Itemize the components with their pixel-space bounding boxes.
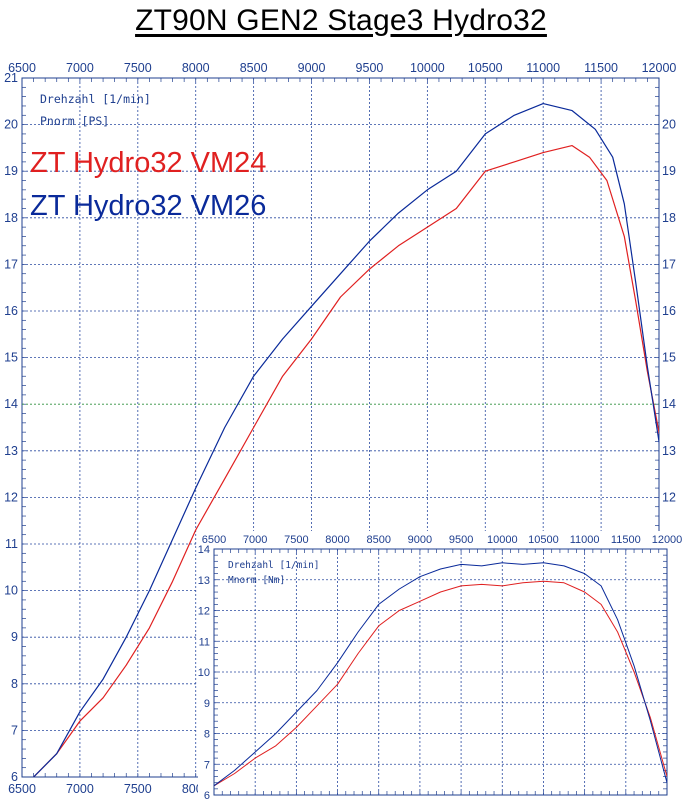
x-tick-label-top: 12000 bbox=[652, 534, 682, 546]
y-tick-label-left: 6 bbox=[204, 790, 210, 800]
series-line-vm24 bbox=[214, 580, 667, 787]
y-tick-label-right: 13 bbox=[662, 444, 676, 458]
y-tick-label-left: 17 bbox=[4, 257, 18, 271]
y-tick-label-left: 11 bbox=[5, 537, 18, 551]
legend-label-vm26: ZT Hydro32 VM26 bbox=[30, 190, 266, 222]
y-tick-label-left: 16 bbox=[4, 304, 18, 318]
y-tick-label-left: 8 bbox=[11, 677, 18, 691]
y-tick-label-left: 13 bbox=[198, 575, 210, 587]
x-tick-label-bottom: 7500 bbox=[124, 782, 152, 796]
x-tick-label-top: 11000 bbox=[570, 534, 600, 546]
x-tick-label-top: 10000 bbox=[410, 61, 445, 75]
y-tick-label-left: 8 bbox=[204, 729, 210, 741]
y-tick-label-left: 9 bbox=[11, 630, 18, 644]
y-tick-label-left: 21 bbox=[4, 71, 18, 85]
y-tick-label-left: 10 bbox=[198, 667, 210, 679]
x-tick-label-top: 8000 bbox=[182, 61, 210, 75]
x-tick-label-top: 9500 bbox=[356, 61, 384, 75]
y-tick-label-left: 15 bbox=[4, 351, 18, 365]
x-tick-label-top: 6500 bbox=[202, 534, 226, 546]
y-tick-label-left: 11 bbox=[199, 636, 210, 648]
y-tick-label-right: 14 bbox=[662, 397, 676, 411]
y-tick-label-left: 6 bbox=[11, 770, 18, 784]
x-tick-label-bottom: 6500 bbox=[8, 782, 36, 796]
y-tick-label-left: 12 bbox=[198, 606, 210, 618]
chart-title: ZT90N GEN2 Stage3 Hydro32 bbox=[135, 4, 547, 37]
x-tick-label-top: 9000 bbox=[298, 61, 326, 75]
x-tick-label-top: 10000 bbox=[487, 534, 518, 546]
series-line-vm26 bbox=[214, 562, 667, 787]
series-line-vm26 bbox=[33, 103, 659, 777]
y-tick-label-left: 12 bbox=[4, 490, 18, 504]
series-line-vm24 bbox=[33, 145, 659, 777]
x-tick-label-top: 11500 bbox=[611, 534, 641, 546]
y-tick-label-left: 7 bbox=[11, 723, 18, 737]
x-axis-label: Drehzahl [1/min] bbox=[40, 92, 151, 106]
y-tick-label-right: 18 bbox=[662, 211, 676, 225]
x-tick-label-top: 10500 bbox=[528, 534, 559, 546]
y-tick-label-left: 19 bbox=[4, 164, 18, 178]
x-tick-label-top: 7000 bbox=[66, 61, 94, 75]
x-tick-label-top: 12000 bbox=[642, 61, 677, 75]
y-axis-label: Pnorm [PS] bbox=[40, 114, 109, 128]
x-tick-label-top: 7500 bbox=[284, 534, 308, 546]
x-tick-label-top: 9000 bbox=[408, 534, 432, 546]
inset-chart: 6500 7000 7500 8000 8500 9000 9500 10000 10500 11… bbox=[198, 534, 682, 800]
y-tick-label-left: 20 bbox=[4, 118, 18, 132]
legend-label-vm24: ZT Hydro32 VM24 bbox=[30, 147, 266, 179]
x-axis-label: Drehzahl [1/min] bbox=[228, 560, 320, 571]
x-tick-label-top: 6500 bbox=[8, 61, 36, 75]
y-tick-label-right: 12 bbox=[662, 490, 676, 504]
y-tick-label-left: 10 bbox=[4, 584, 18, 598]
x-tick-label-top: 8500 bbox=[366, 534, 390, 546]
y-tick-label-right: 17 bbox=[662, 257, 676, 271]
y-tick-label-left: 9 bbox=[204, 698, 210, 710]
x-tick-label-top: 9500 bbox=[449, 534, 473, 546]
y-tick-label-left: 13 bbox=[4, 444, 18, 458]
x-tick-label-top: 7000 bbox=[243, 534, 267, 546]
y-tick-label-right: 15 bbox=[662, 351, 676, 365]
y-tick-label-right: 19 bbox=[662, 164, 676, 178]
y-tick-label-left: 7 bbox=[204, 759, 210, 771]
y-tick-label-right: 20 bbox=[662, 118, 676, 132]
x-tick-label-top: 8000 bbox=[325, 534, 349, 546]
y-tick-label-left: 14 bbox=[4, 397, 18, 411]
x-tick-label-top: 7500 bbox=[124, 61, 152, 75]
y-tick-label-left: 14 bbox=[198, 544, 210, 556]
x-tick-label-top: 11500 bbox=[584, 61, 618, 75]
y-tick-label-left: 18 bbox=[4, 211, 18, 225]
x-tick-label-bottom: 7000 bbox=[66, 782, 94, 796]
x-tick-label-top: 10500 bbox=[468, 61, 503, 75]
x-tick-label-top: 11000 bbox=[526, 61, 560, 75]
legend: ZT Hydro32 VM24 ZT Hydro32 VM26 bbox=[30, 147, 266, 222]
y-tick-label-right: 16 bbox=[662, 304, 676, 318]
y-axis-label: Mnorm [Nm] bbox=[228, 575, 285, 586]
x-tick-label-top: 8500 bbox=[240, 61, 268, 75]
